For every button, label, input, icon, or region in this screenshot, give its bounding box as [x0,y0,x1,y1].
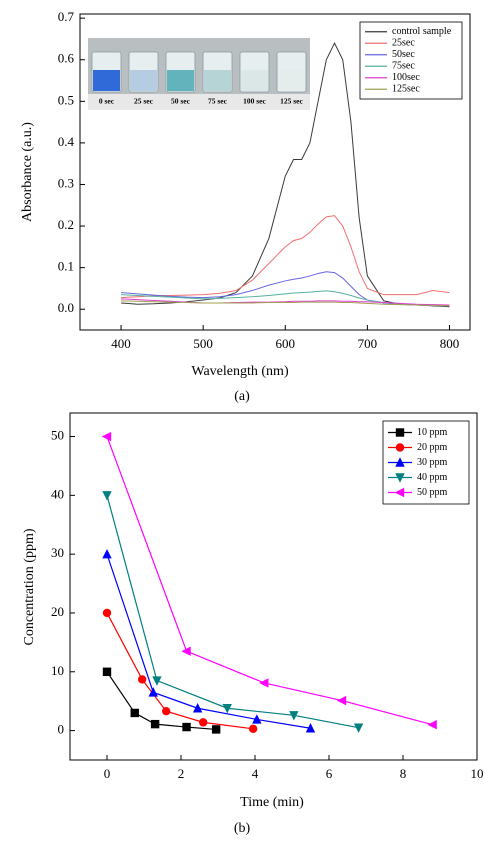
legend-label: 25sec [392,38,415,49]
data-point [199,718,208,727]
y-tick-label: 30 [51,545,64,560]
legend-marker [395,428,405,437]
x-tick-label: 500 [193,336,213,351]
data-point [102,491,112,501]
data-point [182,722,191,732]
inset-label: 0 sec [99,97,115,106]
data-point [427,720,437,730]
x-tick-label: 8 [400,766,407,781]
data-point [248,724,258,734]
data-point [181,646,191,656]
legend-label: 10 ppm [417,427,448,438]
data-point [130,708,139,718]
inset-label: 75 sec [208,97,228,106]
legend-label: 125sec [392,84,420,95]
y-tick-label: 0.0 [58,300,74,315]
y-tick-label: 50 [51,428,64,443]
inset-label: 50 sec [171,97,191,106]
series-line [106,612,254,730]
data-point [102,608,112,618]
data-point [211,725,221,734]
x-tick-label: 600 [276,336,296,351]
series-line [121,41,450,308]
series-line [106,553,311,729]
data-point [289,711,299,721]
beaker-liquid [278,70,305,91]
series-line [121,215,450,299]
data-point [150,719,160,729]
series-line [106,495,359,729]
y-tick-label: 0.5 [58,92,74,107]
y-tick-label: 0 [58,722,65,737]
y-tick-label: 0.2 [58,217,74,232]
x-tick-label: 6 [326,766,333,781]
legend-label: 50 ppm [417,487,448,498]
legend-box [359,21,463,100]
y-tick-label: 0.7 [58,9,75,24]
legend-label: 30 ppm [417,457,448,468]
inset-label: 25 sec [134,97,154,106]
data-point [305,723,316,733]
data-point [336,695,347,706]
legend-label: 75sec [392,61,415,72]
data-point [101,431,112,442]
x-tick-label: 800 [440,336,460,351]
data-point [222,704,232,714]
legend-marker [394,487,405,498]
data-point [162,706,171,716]
beaker-liquid [130,70,157,91]
inset-label: 100 sec [243,97,266,106]
caption: (b) [234,821,251,836]
data-point [353,723,364,733]
y-tick-label: 0.4 [58,134,75,149]
x-tick-label: 0 [104,766,111,781]
legend-marker [395,473,405,483]
data-point [259,678,269,688]
data-point [148,687,158,697]
legend-label: 20 ppm [417,442,448,453]
legend-marker [395,457,405,467]
legend-label: 50sec [392,49,415,60]
beaker-liquid [204,70,231,91]
data-point [192,703,203,713]
legend-label: 100sec [392,72,420,83]
legend-label: control sample [392,26,452,37]
legend-marker [395,443,405,452]
beaker-liquid [241,70,268,91]
beaker-liquid [167,70,194,91]
caption: (a) [234,389,250,404]
series-line [121,271,450,307]
x-tick-label: 2 [178,766,185,781]
x-tick-label: 700 [358,336,378,351]
inset-shelf [88,94,310,110]
data-point [252,714,262,724]
inset-label: 125 sec [280,97,303,106]
plot-frame [79,13,471,331]
y-axis-label: Concentration (ppm) [22,528,37,645]
data-point [137,675,147,684]
y-tick-label: 0.6 [58,51,75,66]
data-point [102,548,112,559]
y-tick-label: 40 [51,486,64,501]
x-tick-label: 400 [111,336,131,351]
data-point [152,676,162,686]
data-point [102,667,112,676]
plot-frame [69,412,478,761]
x-tick-label: 4 [252,766,259,781]
beaker-liquid [93,70,120,91]
x-tick-label: 10 [471,766,484,781]
y-tick-label: 0.3 [58,175,74,190]
y-axis-label: Absorbance (a.u.) [20,122,35,222]
y-tick-label: 20 [51,604,64,619]
series-line [121,300,450,307]
x-axis-label: Time (min) [240,795,304,810]
legend-label: 40 ppm [417,472,448,483]
y-tick-label: 0.1 [58,259,74,274]
x-axis-label: Wavelength (nm) [191,364,289,379]
y-tick-label: 10 [51,663,64,678]
